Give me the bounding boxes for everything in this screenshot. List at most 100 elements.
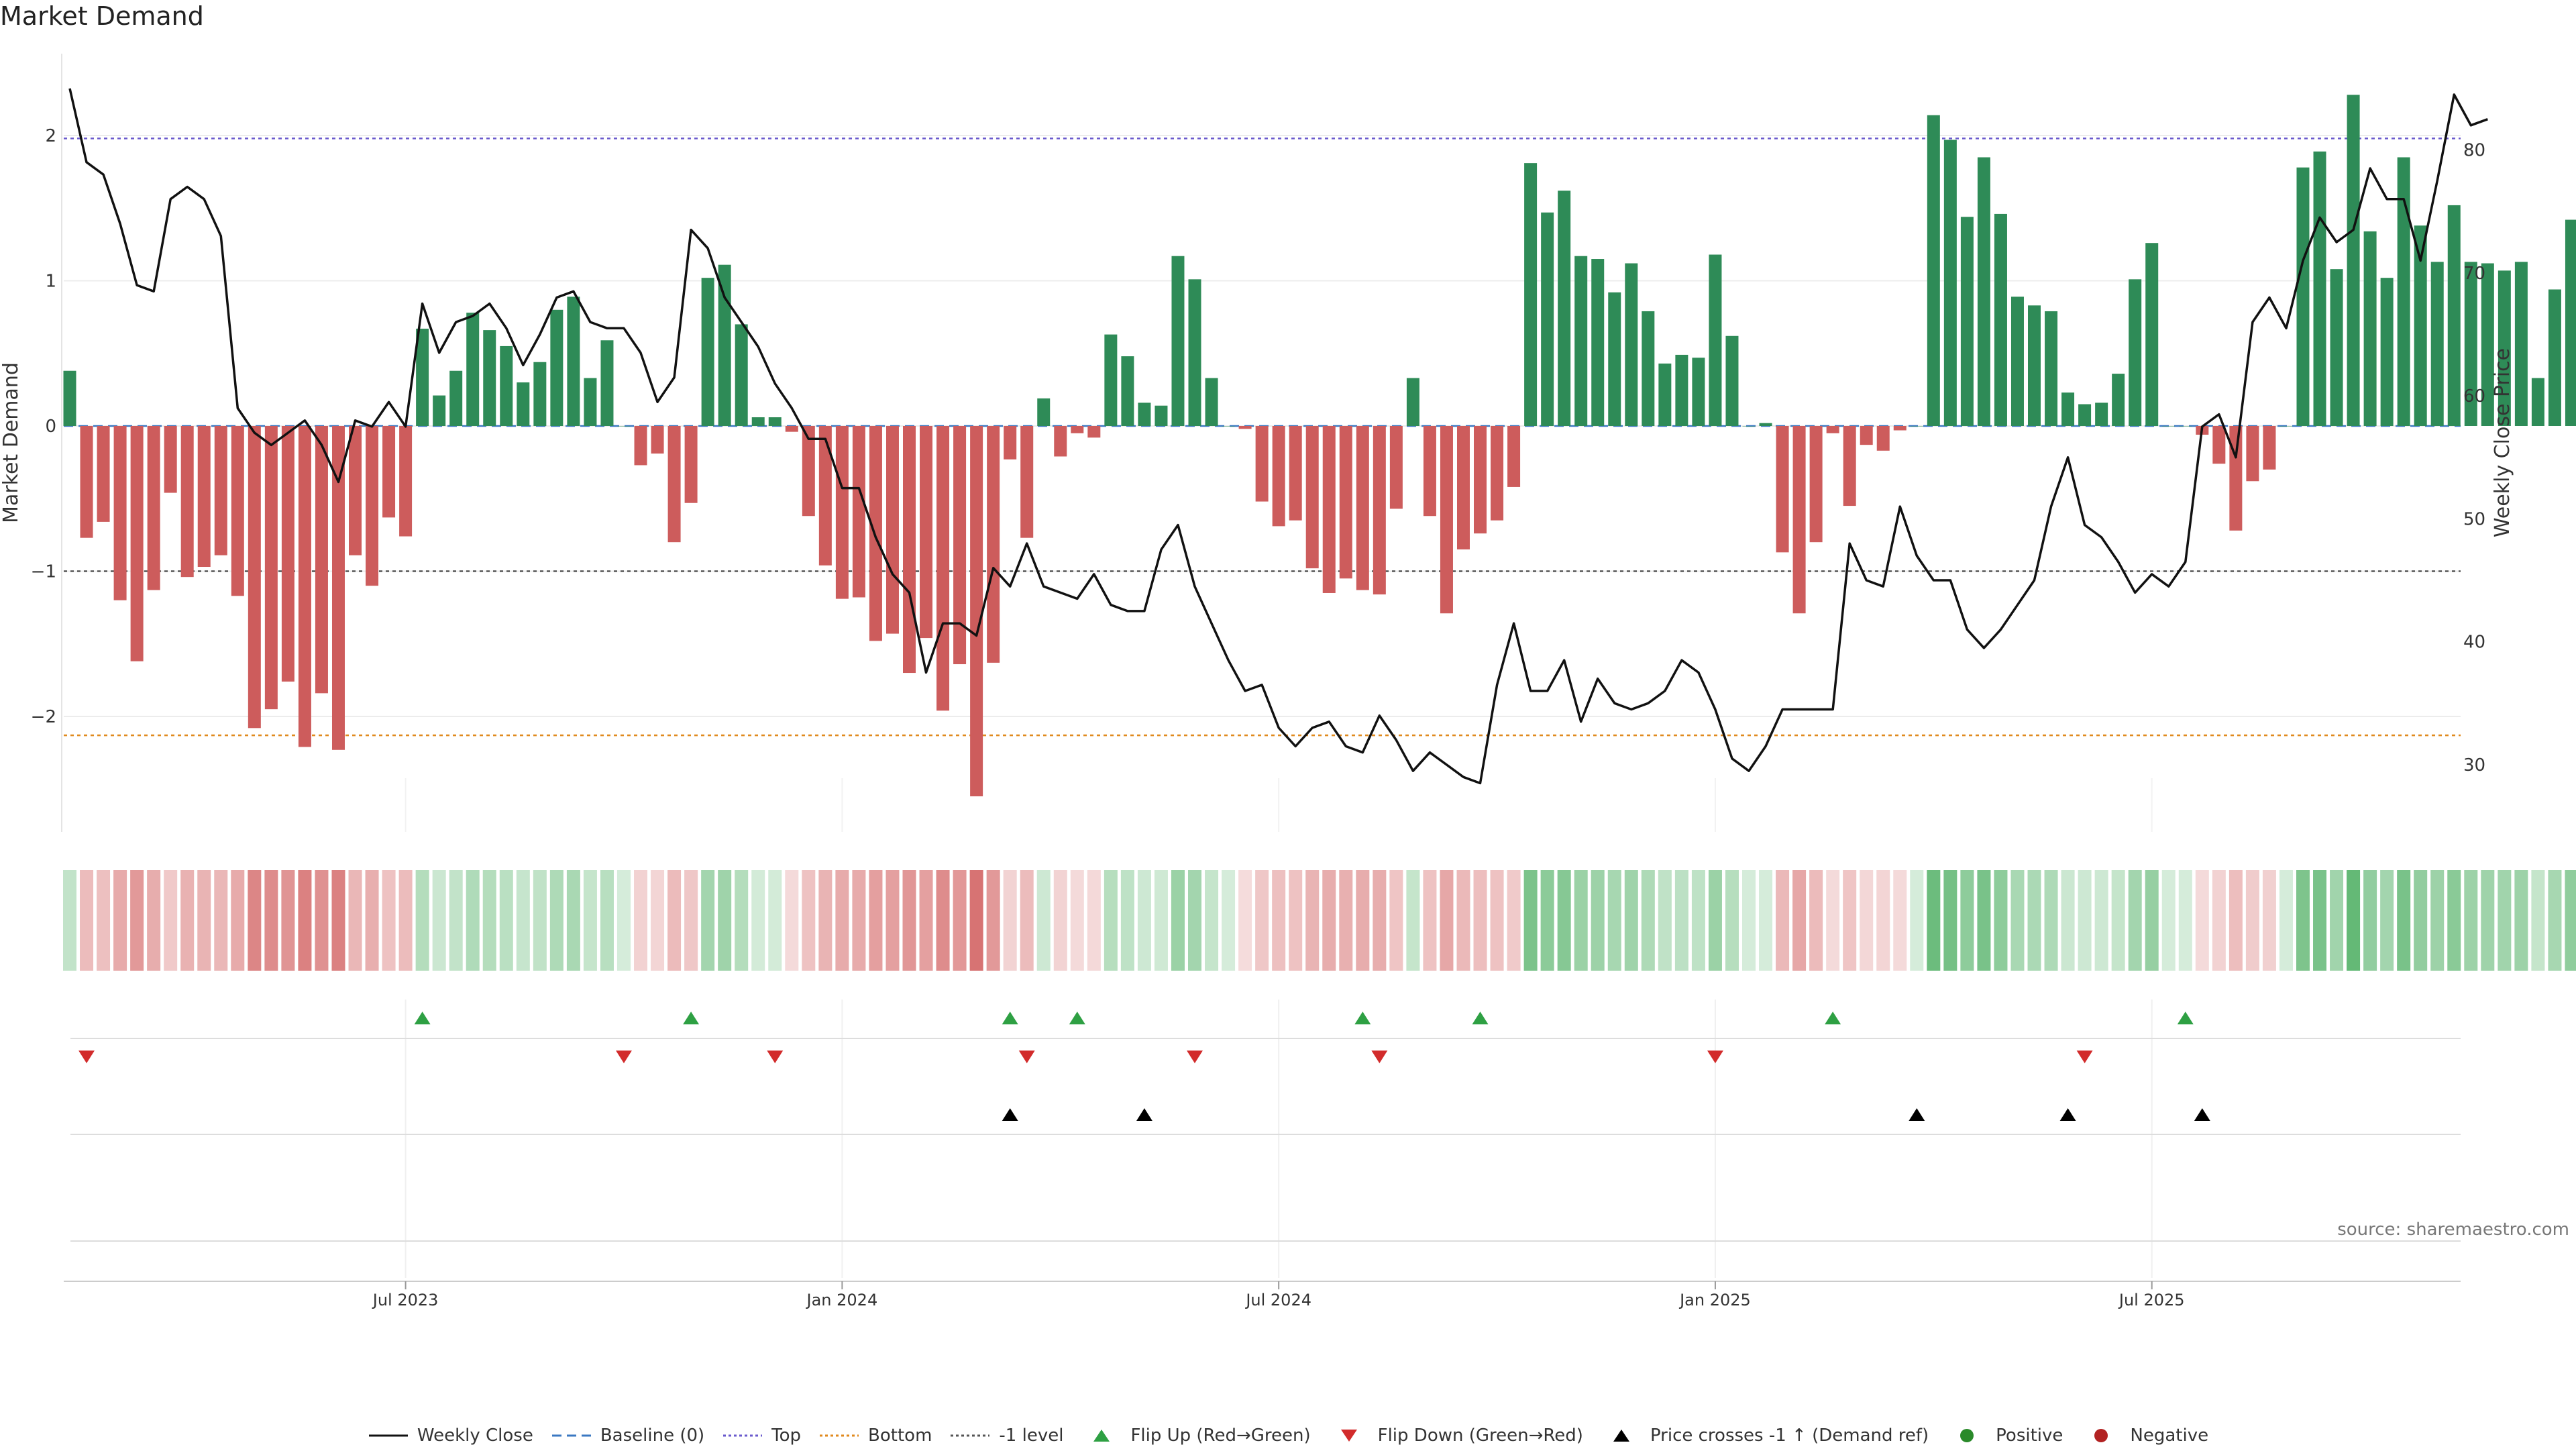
heat-cell [852, 870, 866, 971]
demand-bar [1071, 426, 1084, 433]
heat-cell [113, 870, 127, 971]
right-tick-label: 80 [2463, 141, 2485, 161]
legend-triangle-up [1093, 1430, 1110, 1442]
demand-bar [2095, 402, 2108, 426]
heat-cell [180, 870, 195, 971]
legend-item: Flip Down (Green→Red) [1328, 1426, 1583, 1446]
dot-legend-icon [951, 1434, 990, 1437]
demand-bar [684, 426, 698, 503]
right-tick-label: 30 [2463, 755, 2485, 775]
demand-bar [130, 426, 144, 661]
legend-label: Negative [2130, 1426, 2209, 1446]
demand-bar [2229, 426, 2243, 531]
heat-cell [818, 870, 833, 971]
heat-cell [1070, 870, 1084, 971]
flip-up-marker [414, 1012, 431, 1024]
demand-bar [1524, 163, 1538, 426]
demand-bar [634, 426, 647, 466]
demand-bar [1574, 256, 1588, 426]
heat-cell [1322, 870, 1336, 971]
tri-up-legend-icon [1093, 1430, 1110, 1442]
demand-bar [399, 426, 413, 537]
demand-bar [1977, 157, 1990, 426]
demand-bar [416, 328, 429, 426]
demand-bar [264, 426, 278, 710]
heat-cell [1020, 870, 1034, 971]
demand-bar [2464, 262, 2477, 426]
demand-bar [2078, 404, 2092, 426]
heat-cell [1691, 870, 1705, 971]
demand-bar [953, 426, 967, 665]
demand-bar [751, 417, 765, 426]
heat-cell [1523, 870, 1538, 971]
demand-bar [718, 264, 731, 426]
legend-triangle-up [1613, 1430, 1629, 1442]
demand-bar [667, 426, 681, 543]
heat-cell [785, 870, 799, 971]
demand-bar [701, 278, 714, 426]
heat-cell [449, 870, 463, 971]
legend-label: Baseline (0) [600, 1426, 705, 1446]
demand-bar [2347, 95, 2360, 426]
demand-bar [2397, 157, 2410, 426]
heat-cell [214, 870, 228, 971]
legend-label: -1 level [999, 1426, 1064, 1446]
heat-cell [231, 870, 245, 971]
demand-bar [80, 426, 93, 538]
demand-bar [1322, 426, 1336, 593]
demand-bar [2279, 426, 2293, 427]
event-markers [70, 1012, 2461, 1242]
heat-cell [634, 870, 648, 971]
demand-bar [1994, 213, 2007, 426]
heat-cell [2414, 870, 2428, 971]
left-tick-label: −2 [31, 707, 56, 727]
heat-cell [1255, 870, 1269, 971]
demand-bar [1289, 426, 1302, 521]
demand-bar [1692, 358, 1705, 426]
heat-cell [1624, 870, 1638, 971]
heat-cell [516, 870, 530, 971]
heat-cell [1759, 870, 1773, 971]
flip-up-marker [1825, 1012, 1841, 1024]
heat-cell [1490, 870, 1504, 971]
heat-cell [1389, 870, 1403, 971]
price-cross-marker [2059, 1108, 2076, 1121]
heat-cell [331, 870, 345, 971]
heat-cell [1356, 870, 1370, 971]
demand-bar [1658, 363, 1672, 426]
heat-cell [382, 870, 396, 971]
flip-up-marker [1002, 1012, 1018, 1024]
price-cross-marker [1002, 1108, 1018, 1121]
demand-bar [1440, 426, 1453, 614]
left-axis-label: Market Demand [0, 362, 23, 523]
heat-cell [2447, 870, 2461, 971]
demand-bar [1155, 405, 1168, 426]
x-tick-label: Jul 2023 [372, 1291, 439, 1309]
heat-cell [365, 870, 379, 971]
heat-cell [281, 870, 295, 971]
heat-cell [651, 870, 665, 971]
demand-bar [818, 426, 832, 566]
demand-bar [1423, 426, 1436, 517]
heat-cell [2430, 870, 2445, 971]
heat-cell [1943, 870, 1957, 971]
heat-cell [432, 870, 446, 971]
demand-bar [449, 370, 463, 426]
demand-bar [1373, 426, 1386, 595]
circle-legend-icon [1960, 1429, 1974, 1442]
heat-cell [2061, 870, 2075, 971]
legend-item: Weekly Close [368, 1426, 533, 1446]
demand-bar [382, 426, 396, 518]
heat-cell [885, 870, 900, 971]
demand-bar [1305, 426, 1319, 569]
source-note: source: sharemaestro.com [2337, 1220, 2569, 1240]
heat-cell [1960, 870, 1974, 971]
heat-cell [751, 870, 765, 971]
heat-cell [1104, 870, 1118, 971]
heat-cell [1708, 870, 1722, 971]
heat-cell [398, 870, 413, 971]
flip-up-marker [2177, 1012, 2194, 1024]
legend-item: Bottom [818, 1426, 932, 1446]
demand-bar [1826, 426, 1839, 433]
demand-bar [517, 382, 530, 426]
